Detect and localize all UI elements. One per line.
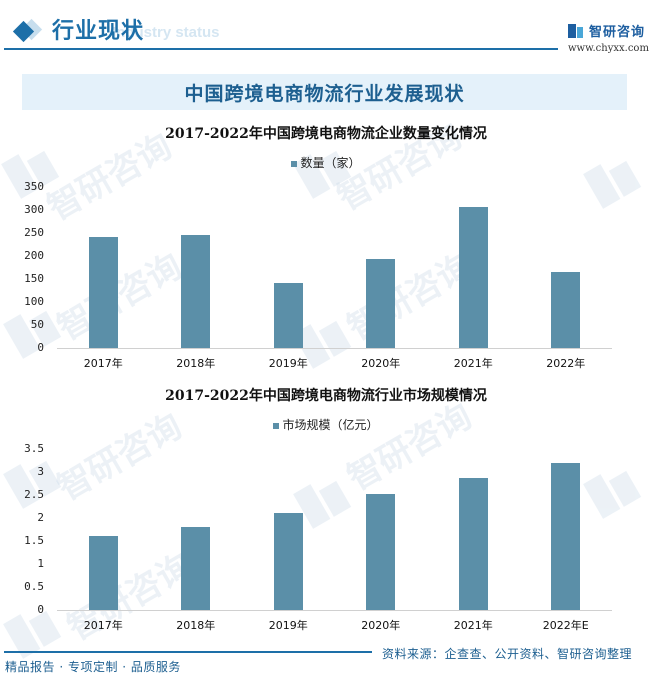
bar-2017年: [88, 237, 118, 348]
brand-name: 智研咨询: [589, 25, 646, 40]
brand-logo: 智研咨询: [568, 21, 645, 40]
y-tick-label: 3.5: [24, 442, 44, 455]
y-tick-label: 250: [24, 226, 44, 239]
watermark-text: 智研咨询: [60, 546, 199, 649]
bar-2021年: [458, 477, 488, 610]
chart2-legend-label: 市场规模（亿元）: [282, 418, 379, 432]
y-tick-label: 350: [24, 180, 44, 193]
legend-swatch-icon: [273, 422, 280, 429]
data-source: 资料来源：企查查、公开资料、智研咨询整理: [382, 647, 633, 661]
source-divider: [326, 651, 366, 652]
y-tick-label: 0: [37, 603, 44, 616]
header-divider: [4, 48, 558, 50]
x-tick-label: 2022年E: [542, 619, 589, 632]
chart1-legend-label: 数量（家）: [300, 156, 361, 170]
bar-2017年: [88, 535, 118, 610]
bar-2018年: [181, 527, 211, 610]
x-tick-label: 2019年: [268, 357, 308, 370]
y-tick-label: 0.5: [24, 580, 44, 593]
bar-2021年: [458, 207, 488, 348]
footer-divider: [4, 651, 648, 653]
x-tick-label: 2022年: [546, 357, 586, 370]
x-tick-label: 2020年: [361, 619, 401, 632]
bar-2019年: [273, 283, 303, 348]
x-tick-label: 2017年: [83, 619, 123, 632]
header-subtitle-watermark: Industry status: [112, 24, 220, 41]
banner-title: 中国跨境电商物流行业发展现状: [184, 82, 465, 105]
section-banner: 中国跨境电商物流行业发展现状: [22, 74, 627, 110]
x-tick-label: 2021年: [453, 619, 493, 632]
watermark-logo-icon: [583, 461, 643, 519]
source-background: [372, 640, 652, 664]
brand-url: www.chyxx.com: [568, 43, 649, 54]
y-tick-label: 50: [30, 318, 44, 331]
y-tick-label: 2.5: [24, 488, 44, 501]
bar-2019年: [273, 512, 303, 610]
watermark-text: 智研咨询: [50, 246, 189, 349]
y-tick-label: 2: [37, 511, 44, 524]
legend-swatch-icon: [291, 160, 298, 167]
x-tick-label: 2017年: [83, 357, 123, 370]
y-tick-label: 1: [37, 557, 44, 570]
x-tick-label: 2018年: [176, 619, 216, 632]
y-tick-label: 100: [24, 295, 44, 308]
bar-2022年: [551, 272, 581, 348]
page-header: Industry status 行业现状 智研咨询 www.chyxx.com: [0, 0, 652, 58]
y-tick-label: 150: [24, 272, 44, 285]
x-tick-label: 2019年: [268, 619, 308, 632]
chart1-title: 2017-2022年中国跨境电商物流企业数量变化情况: [165, 126, 487, 142]
bar-2022年E: [551, 462, 581, 610]
x-tick-label: 2018年: [176, 357, 216, 370]
y-tick-label: 0: [37, 341, 44, 354]
header-title: 行业现状: [52, 18, 145, 44]
y-tick-label: 1.5: [24, 534, 44, 547]
bar-2020年: [366, 494, 396, 610]
chart2-title: 2017-2022年中国跨境电商物流行业市场规模情况: [165, 388, 487, 404]
x-tick-label: 2021年: [453, 357, 493, 370]
bar-2018年: [181, 235, 211, 348]
x-axis-line: [57, 610, 612, 611]
y-tick-label: 3: [37, 465, 44, 478]
chart2-legend: 市场规模（亿元）: [0, 416, 652, 433]
chart1-legend: 数量（家）: [0, 154, 652, 171]
x-tick-label: 2020年: [361, 357, 401, 370]
y-tick-label: 200: [24, 249, 44, 262]
brand-logo-icon: [568, 23, 583, 38]
y-tick-label: 300: [24, 203, 44, 216]
footer-slogan: 精品报告 · 专项定制 · 品质服务: [5, 660, 181, 674]
bar-2020年: [366, 259, 396, 348]
x-axis-line: [57, 348, 612, 349]
